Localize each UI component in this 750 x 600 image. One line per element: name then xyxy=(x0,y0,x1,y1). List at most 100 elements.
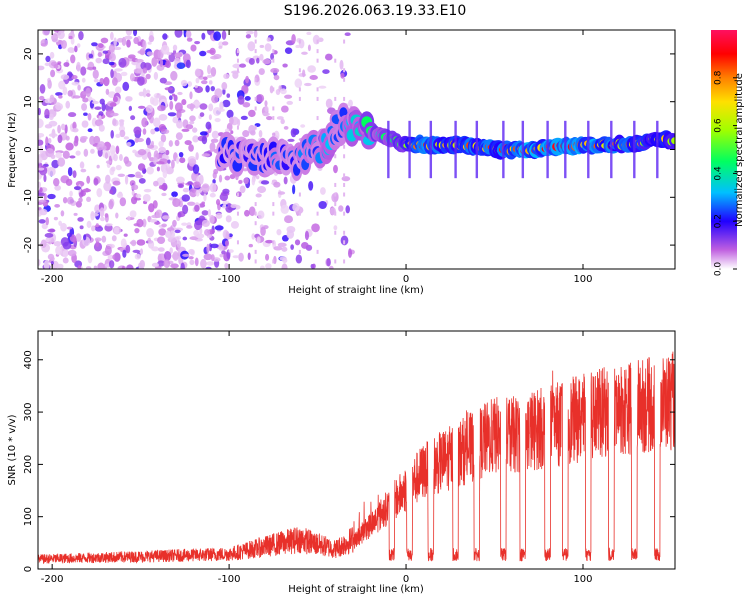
spectrogram-noise-blob xyxy=(113,153,118,162)
spectrogram-noise-blob xyxy=(45,136,49,147)
spectrogram-noise-blob xyxy=(199,112,205,117)
spectrogram-noise-blob xyxy=(135,193,142,199)
spectrogram-noise-blob xyxy=(266,37,271,42)
spectrogram-noise-blob xyxy=(91,42,98,47)
spectrogram-noise-blob xyxy=(188,144,194,152)
spectrogram-noise-blob xyxy=(80,66,87,76)
spectrogram-spike xyxy=(587,120,590,179)
spectrogram-noise-blob xyxy=(44,124,53,129)
spectrogram-noise-blob xyxy=(47,193,56,200)
spectrogram-noise-blob xyxy=(114,68,123,72)
spectrogram-noise-blob xyxy=(120,238,127,248)
spectrogram-noise-blob xyxy=(120,71,128,77)
spectrogram-streak xyxy=(334,192,337,197)
spectrogram-noise-blob xyxy=(341,176,351,182)
spectrogram-noise-blob xyxy=(101,235,107,243)
spectrogram-noise-blob xyxy=(38,167,45,171)
spectrogram-noise-blob xyxy=(158,140,164,148)
spectrogram-noise-blob xyxy=(284,94,293,99)
spectrogram-noise-blob xyxy=(186,37,193,42)
spectrogram-noise-blob xyxy=(93,178,99,186)
spectrogram-noise-blob xyxy=(326,258,331,267)
spectrogram-noise-blob xyxy=(85,87,92,98)
spectrogram-noise-blob xyxy=(165,149,170,156)
spectrogram-noise-blob xyxy=(224,240,230,247)
spectrogram-noise-blob xyxy=(74,186,82,191)
spectrogram-noise-blob xyxy=(125,30,133,36)
spectrogram-noise-blob xyxy=(40,239,47,248)
spectrogram-noise-blob xyxy=(287,138,295,142)
spectrogram-noise-blob xyxy=(86,196,92,203)
spectrogram-noise-blob xyxy=(77,84,81,91)
spectrogram-noise-blob xyxy=(174,229,181,234)
spectrogram-noise-blob xyxy=(87,255,93,264)
spectrogram-noise-blob xyxy=(201,153,211,157)
spectrogram-noise-blob xyxy=(58,94,63,99)
spectrogram-noise-blob xyxy=(189,187,198,198)
spectrogram-noise-blob xyxy=(239,185,246,194)
spectrogram-streak xyxy=(254,96,257,101)
snr-ylabel: SNR (10 * v/v) xyxy=(7,414,18,485)
spectrogram-noise-blob xyxy=(86,175,91,184)
spectrogram-streak xyxy=(254,106,257,111)
spectrogram-noise-blob xyxy=(149,218,158,223)
colorbar: 0.0 0.2 0.4 0.6 0.8 Normalized spectral ampl… xyxy=(711,30,745,276)
spectrogram-noise-blob xyxy=(47,79,52,90)
spectrogram-noise-blob xyxy=(47,166,56,177)
spectrogram-noise-blob xyxy=(214,225,224,231)
spectrogram-noise-blob xyxy=(158,146,166,154)
spectrogram-noise-blob xyxy=(126,141,132,147)
spectrogram-streak xyxy=(237,269,239,273)
spectrogram-noise-blob xyxy=(248,206,256,217)
spectrogram-noise-blob xyxy=(72,121,77,130)
spectrogram-noise-blob xyxy=(62,257,69,264)
spectrogram-streak xyxy=(334,230,337,235)
spectrogram-noise-blob xyxy=(171,93,176,97)
spectrogram-noise-blob xyxy=(83,234,87,241)
spectrogram-streak xyxy=(236,192,239,197)
spectrogram-noise-blob xyxy=(189,236,199,241)
spectrogram-noise-blob xyxy=(176,240,182,249)
spectrogram-noise-blob xyxy=(311,223,320,233)
spectrogram-noise-blob xyxy=(67,112,77,118)
spectrogram-noise-blob xyxy=(157,260,165,267)
spectrogram-noise-blob xyxy=(57,124,61,134)
spectrogram-noise-blob xyxy=(187,81,193,87)
spectrogram-noise-blob xyxy=(255,193,262,198)
spectrogram-streak xyxy=(343,182,346,187)
spectrogram-noise-blob xyxy=(281,263,288,269)
spectrogram-noise-blob xyxy=(226,93,231,98)
spectrogram-noise-blob xyxy=(324,53,333,61)
spectrogram-noise-blob xyxy=(53,177,60,187)
spectrogram-noise-blob xyxy=(273,246,283,251)
spectrogram-streak xyxy=(298,87,301,92)
spectrogram-noise-blob xyxy=(186,225,193,229)
spectrogram-noise-blob xyxy=(243,177,249,185)
spectrogram-noise-blob xyxy=(170,263,179,269)
spectrogram-noise-blob xyxy=(230,203,238,209)
spectrogram-noise-blob xyxy=(141,117,148,128)
spectrogram-noise-blob xyxy=(180,262,185,269)
spectrogram-noise-blob xyxy=(175,176,185,184)
spectrogram-noise-blob xyxy=(237,95,245,105)
spectrogram-noise-blob xyxy=(95,223,99,228)
spectrogram-noise-blob xyxy=(190,44,197,52)
spectrogram-noise-blob xyxy=(87,128,93,133)
spectrogram-noise-blob xyxy=(39,187,43,193)
spectrogram-noise-blob xyxy=(232,255,240,259)
spectrogram-noise-blob xyxy=(210,85,216,92)
spectrogram-noise-blob xyxy=(82,91,87,96)
spectrogram-noise-blob xyxy=(38,181,41,189)
spectrogram-streak xyxy=(316,49,319,54)
spectrogram-noise-blob xyxy=(91,100,99,105)
spectrogram-noise-blob xyxy=(71,75,78,80)
spectrogram-noise-blob xyxy=(318,200,327,210)
spectrogram-noise-blob xyxy=(201,210,209,216)
spectrogram-noise-blob xyxy=(48,241,52,245)
spectrogram-noise-blob xyxy=(169,100,174,110)
spectrogram-noise-blob xyxy=(225,231,230,241)
spectrogram-noise-blob xyxy=(100,37,109,44)
spectrogram-noise-blob xyxy=(67,166,73,177)
spectrogram-noise-blob xyxy=(124,175,129,185)
spectrogram-noise-blob xyxy=(273,181,281,188)
